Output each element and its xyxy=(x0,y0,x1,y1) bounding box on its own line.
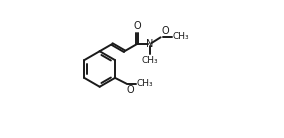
Text: CH₃: CH₃ xyxy=(172,32,189,41)
Text: O: O xyxy=(127,85,134,95)
Text: N: N xyxy=(146,39,154,49)
Text: CH₃: CH₃ xyxy=(141,55,158,64)
Text: O: O xyxy=(162,26,169,36)
Text: O: O xyxy=(133,21,141,30)
Text: CH₃: CH₃ xyxy=(137,79,153,88)
